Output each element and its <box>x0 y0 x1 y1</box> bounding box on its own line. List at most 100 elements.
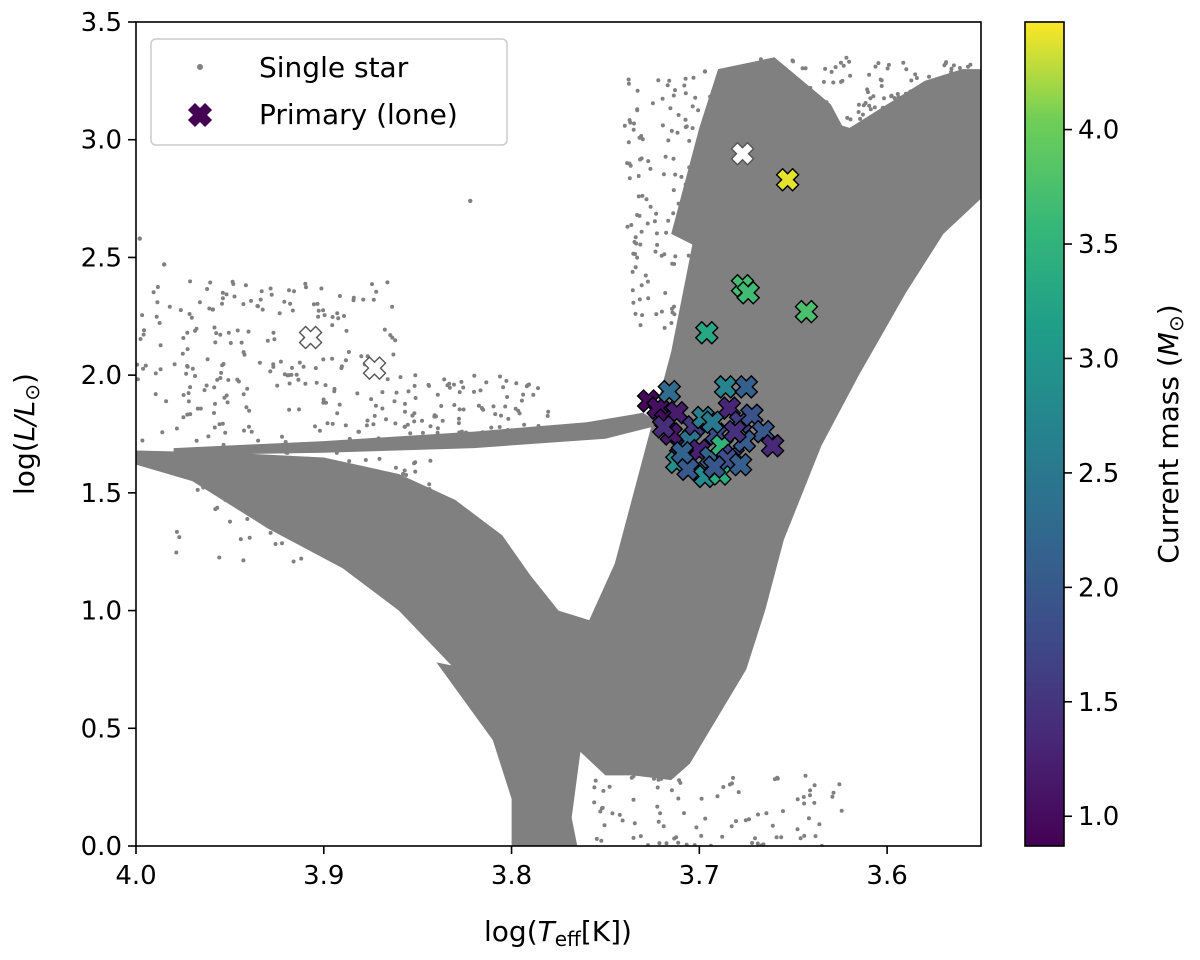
single-star-point <box>795 827 800 832</box>
single-star-point <box>625 161 630 166</box>
single-star-point <box>394 390 399 395</box>
single-star-point <box>314 380 319 385</box>
single-star-point <box>231 282 236 286</box>
single-star-point <box>803 66 808 71</box>
single-star-point <box>661 824 666 829</box>
single-star-point <box>265 338 270 343</box>
single-star-point <box>879 84 884 88</box>
single-star-point <box>321 532 325 537</box>
single-star-point <box>805 92 809 97</box>
single-star-point <box>221 442 226 447</box>
single-star-point <box>808 788 813 793</box>
single-star-point <box>699 796 704 801</box>
single-star-point <box>215 377 220 382</box>
single-star-point <box>831 80 836 85</box>
single-star-point <box>702 306 707 311</box>
single-star-point <box>393 465 398 470</box>
single-star-point <box>725 255 730 260</box>
x-tick-label: 3.8 <box>491 861 532 891</box>
single-star-point <box>677 212 682 217</box>
single-star-point <box>675 130 680 135</box>
single-star-point <box>671 211 676 216</box>
single-star-point <box>155 285 160 289</box>
single-star-point <box>886 62 891 67</box>
single-star-point <box>631 797 636 802</box>
single-star-point <box>375 520 380 525</box>
single-star-point <box>762 61 766 66</box>
single-star-point <box>863 127 868 132</box>
single-star-point <box>401 472 405 476</box>
single-star-point <box>481 407 486 412</box>
single-star-point <box>632 121 636 126</box>
single-star-point <box>497 425 502 429</box>
single-star-point <box>633 235 638 240</box>
single-star-point <box>412 419 417 424</box>
single-star-point <box>299 556 304 561</box>
single-star-point <box>790 146 795 151</box>
single-star-point <box>212 425 217 430</box>
single-star-point <box>269 292 274 297</box>
colorbar-tick-label: 1.5 <box>1078 688 1119 718</box>
single-star-point <box>195 487 200 492</box>
single-star-point <box>654 312 659 317</box>
single-star-point <box>733 251 738 256</box>
single-star-point <box>362 506 367 511</box>
single-star-point <box>640 193 645 198</box>
single-star-point <box>761 123 766 128</box>
single-star-point <box>325 421 330 426</box>
primary-star-marker <box>723 419 747 444</box>
single-star-point <box>703 196 708 200</box>
single-star-point <box>393 421 398 426</box>
single-star-point <box>764 127 769 132</box>
single-star-point <box>671 93 676 98</box>
colorbar-gradient <box>1024 21 1065 847</box>
single-star-point <box>895 111 899 116</box>
single-star-point <box>925 90 930 95</box>
single-star-point <box>406 389 411 394</box>
single-star-point <box>257 360 262 365</box>
single-star-point <box>153 371 158 376</box>
single-star-point <box>284 450 288 455</box>
single-star-point <box>631 835 636 840</box>
single-star-point <box>369 397 374 402</box>
single-star-point <box>685 229 689 234</box>
colorbar: 1.0 1.5 2.0 2.5 3.0 3.5 4.0 Current mass (M⊙) <box>1024 21 1188 847</box>
single-star-point <box>370 282 374 287</box>
single-star-point <box>288 301 293 306</box>
single-star-point <box>703 247 708 252</box>
single-star-point <box>189 315 194 320</box>
single-star-point <box>944 60 949 65</box>
single-star-point <box>301 364 306 369</box>
single-star-point <box>280 434 284 439</box>
single-star-point <box>837 782 842 787</box>
single-star-point <box>435 426 440 431</box>
single-star-point <box>521 392 526 397</box>
single-star-point <box>504 378 509 383</box>
single-star-point <box>922 93 927 98</box>
single-star-point <box>848 117 853 122</box>
single-star-point <box>848 138 853 142</box>
single-star-point <box>299 512 304 517</box>
single-star-point <box>652 219 657 224</box>
primary-star-marker <box>298 325 323 350</box>
single-star-point <box>626 140 631 145</box>
single-star-point <box>706 231 711 236</box>
single-star-point <box>796 117 801 122</box>
single-star-point <box>729 121 734 126</box>
single-star-point <box>953 77 958 82</box>
single-star-point <box>321 357 326 362</box>
single-star-point <box>772 203 777 208</box>
single-star-point <box>178 472 183 477</box>
single-star-point <box>429 527 434 531</box>
single-star-point <box>860 112 865 117</box>
single-star-point <box>775 154 779 159</box>
single-star-point <box>435 430 440 435</box>
single-star-point <box>704 132 709 137</box>
single-star-point <box>427 482 432 487</box>
single-star-point <box>948 106 952 111</box>
single-star-point <box>773 158 778 163</box>
single-star-point <box>867 103 872 108</box>
single-star-point <box>729 824 734 829</box>
single-star-point <box>189 450 194 455</box>
single-star-point <box>378 513 383 518</box>
